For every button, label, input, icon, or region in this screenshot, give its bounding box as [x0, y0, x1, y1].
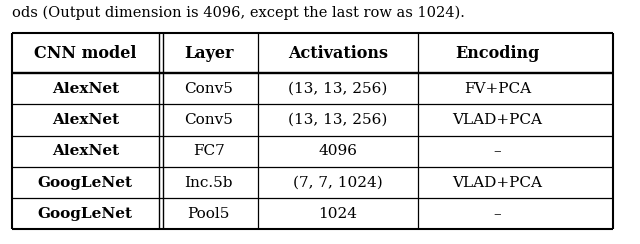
Text: Conv5: Conv5 — [184, 113, 233, 127]
Text: Encoding: Encoding — [455, 45, 540, 61]
Text: ods (Output dimension is 4096, except the last row as 1024).: ods (Output dimension is 4096, except th… — [12, 6, 465, 20]
Text: Layer: Layer — [184, 45, 234, 61]
Text: CNN model: CNN model — [34, 45, 136, 61]
Text: (13, 13, 256): (13, 13, 256) — [288, 113, 388, 127]
Text: –: – — [493, 144, 501, 158]
Text: VLAD+PCA: VLAD+PCA — [452, 113, 542, 127]
Text: 4096: 4096 — [318, 144, 357, 158]
Text: –: – — [493, 207, 501, 221]
Text: (7, 7, 1024): (7, 7, 1024) — [293, 175, 383, 190]
Text: Conv5: Conv5 — [184, 82, 233, 96]
Text: AlexNet: AlexNet — [52, 113, 119, 127]
Text: FV+PCA: FV+PCA — [464, 82, 531, 96]
Text: 1024: 1024 — [318, 207, 357, 221]
Text: VLAD+PCA: VLAD+PCA — [452, 175, 542, 190]
Text: AlexNet: AlexNet — [52, 144, 119, 158]
Text: AlexNet: AlexNet — [52, 82, 119, 96]
Text: GoogLeNet: GoogLeNet — [38, 207, 132, 221]
Text: FC7: FC7 — [193, 144, 225, 158]
Text: GoogLeNet: GoogLeNet — [38, 175, 132, 190]
Text: Activations: Activations — [288, 45, 388, 61]
Text: (13, 13, 256): (13, 13, 256) — [288, 82, 388, 96]
Text: Inc.5b: Inc.5b — [184, 175, 233, 190]
Text: Pool5: Pool5 — [188, 207, 230, 221]
